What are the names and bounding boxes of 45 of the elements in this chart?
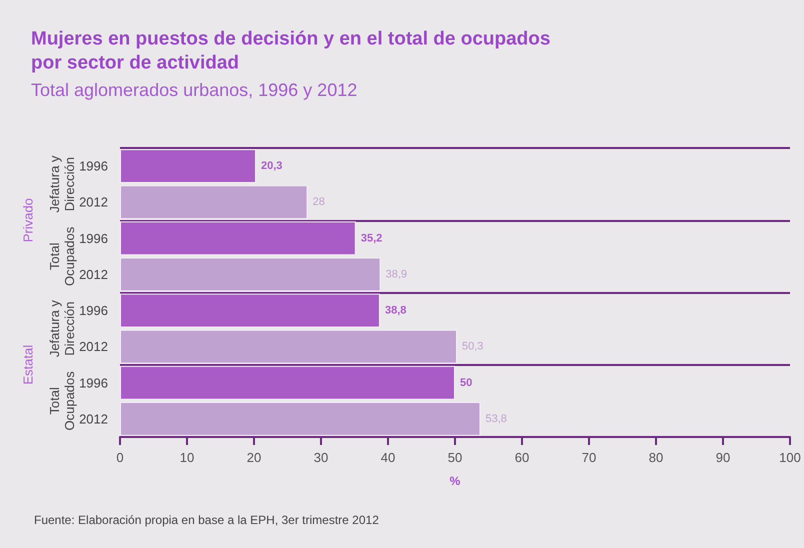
x-tick-label: 70 — [582, 450, 596, 465]
x-tick-label: 90 — [716, 450, 730, 465]
y-tick-label: 2012 — [79, 266, 108, 282]
source-note: Fuente: Elaboración propia en base a la EPH, 3er trimestre 2012 — [34, 513, 380, 527]
text: Privado — [20, 198, 36, 242]
data-label: 38,8 — [384, 304, 406, 317]
x-tick-label: 100 — [779, 450, 801, 465]
text: Total Ocupados — [47, 370, 77, 431]
y-tick-label: 1996 — [79, 303, 108, 318]
data-label: 50,3 — [462, 340, 484, 353]
data-label: 28 — [312, 196, 325, 208]
bar — [120, 257, 381, 292]
x-tick-label: 10 — [180, 450, 194, 465]
bar — [120, 330, 458, 364]
x-tick-label: 80 — [648, 450, 664, 465]
text: Total Ocupados — [47, 226, 77, 286]
bar — [120, 402, 480, 436]
y-tick-label: 1996 — [79, 158, 108, 174]
data-label: 38,9 — [386, 268, 408, 280]
data-label: 53,8 — [485, 412, 507, 425]
chart-title: Mujeres en puestos de decisión y en el total de ocupados por sector de actividad — [31, 28, 556, 74]
bar — [120, 185, 308, 220]
data-label: 20,3 — [261, 160, 282, 172]
y-tick-label: 2012 — [79, 194, 108, 210]
text: Jefatura y Dirección — [47, 300, 77, 358]
text: Jefatura y Dirección — [47, 155, 77, 213]
x-tick-label: 20 — [246, 450, 262, 465]
x-axis-title: % — [450, 474, 461, 488]
text: Estatal — [20, 344, 36, 385]
data-label: 35,2 — [360, 232, 382, 244]
x-tick-label: 30 — [314, 450, 328, 465]
y-tick-label: 2012 — [79, 339, 108, 354]
x-tick-label: 40 — [380, 450, 396, 465]
x-tick-label: 50 — [448, 450, 462, 465]
y-tick-label: 1996 — [79, 230, 108, 246]
y-tick-label: 2012 — [79, 411, 108, 426]
bar — [120, 294, 380, 328]
bar — [120, 366, 455, 400]
x-tick-label: 0 — [116, 450, 124, 465]
y-tick-label: 1996 — [79, 375, 108, 390]
bar — [120, 149, 256, 184]
x-tick-label: 60 — [514, 450, 530, 465]
data-label: 50 — [460, 376, 472, 389]
bar — [120, 221, 356, 256]
chart-subtitle: Total aglomerados urbanos, 1996 y 2012 — [31, 80, 358, 100]
